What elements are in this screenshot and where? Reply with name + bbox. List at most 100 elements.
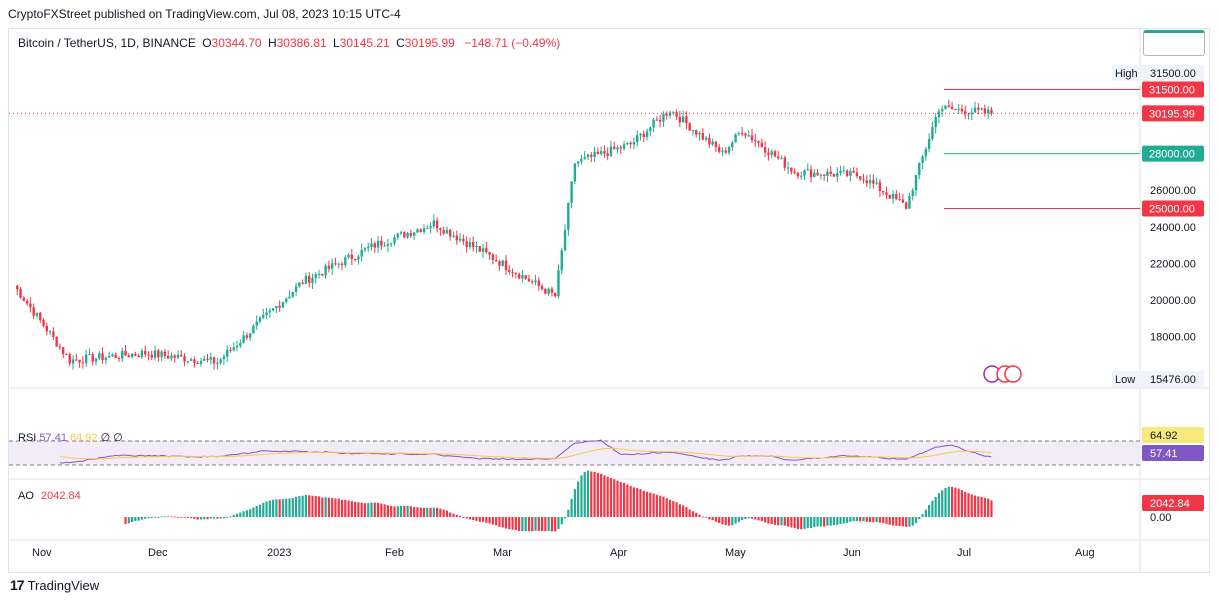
candle-body [396,233,399,238]
ao-bar [964,491,967,517]
ao-bar [885,517,888,524]
ao-bar [944,487,947,517]
ao-bar [563,517,567,519]
ao-bar [836,517,839,525]
candle-body [390,243,393,245]
ao-bar [281,499,285,517]
ao-bar [445,510,449,517]
candle-body [822,174,826,177]
ao-bar [675,502,678,517]
ao-bar [947,486,950,517]
candle-body [567,203,570,230]
candle-body [649,127,652,132]
candle-body [727,147,731,153]
candle-body [560,250,563,271]
ao-bar [432,507,435,517]
symbol-title[interactable]: Bitcoin / TetherUS, 1D, BINANCE [18,36,196,50]
candle-body [498,261,501,266]
candle-body [878,182,882,191]
ao-bar [590,471,593,517]
tradingview-logo-icon[interactable]: 17 [10,577,25,593]
candle-body [373,243,376,248]
level-tag-label: 31500.00 [1149,85,1195,97]
ao-bar [616,480,619,517]
candle-body [19,289,22,298]
candle-body [845,170,849,176]
candle-body [140,350,144,357]
candle-body [314,274,317,278]
candle-body [770,151,773,155]
ao-bar [344,499,347,517]
ao-bar [711,517,714,521]
candle-body [150,354,153,358]
time-axis-label: May [725,547,746,559]
candle-body [839,170,842,174]
candle-body [586,154,590,157]
ao-bar [491,517,494,525]
candle-body [695,129,698,135]
candle-body [786,167,790,169]
ao-bar [790,517,793,528]
ao-bar [862,517,865,522]
ao-bar [196,517,199,520]
candle-body [734,134,737,143]
green-toolbar-box[interactable] [1143,30,1205,56]
candle-body [107,356,111,358]
ao-bar [596,472,599,517]
candle-body [501,260,504,266]
ao-bar [334,498,337,517]
candle-body [94,358,98,362]
candle-body [773,151,777,157]
footer-brand[interactable]: TradingView [27,577,100,593]
candle-body [42,319,45,326]
ao-bar [180,517,183,518]
ao-bar [570,498,573,517]
ao-bar [832,517,836,526]
ao-bar [649,492,652,517]
candle-body [157,350,160,358]
candle-body [58,346,62,348]
candle-body [859,176,862,180]
candle-body [652,119,655,128]
candle-body [52,331,55,337]
price-tick-label: 20000.00 [1150,295,1196,307]
ao-bar [209,517,212,519]
ao-bar [137,517,140,521]
ao-bar [780,517,783,526]
candle-body [842,170,846,172]
low-label: L [333,36,340,50]
ao-bar [229,516,232,518]
candle-body [514,272,518,274]
candle-body [160,351,163,358]
candle-body [468,242,472,247]
candle-body [196,363,199,365]
ao-bar [380,503,383,517]
candle-body [927,139,931,149]
change-value: −148.71 (−0.49%) [464,36,561,50]
candle-body [180,354,183,357]
ao-bar [882,517,885,523]
ao-bar [816,517,819,527]
candle-body [685,116,688,124]
ao-bar [337,498,340,517]
candle-body [376,240,380,248]
rsi-ma-value: 64.92 [70,432,98,444]
candle-body [65,353,68,355]
candle-body [655,119,659,121]
candle-body [416,229,419,233]
ao-bar [626,484,629,517]
ao-bar [285,498,288,517]
ao-bar [770,517,773,525]
ao-bar [941,490,944,517]
ao-bar [632,487,636,517]
footer: 17 TradingView [10,577,99,593]
ao-bar [796,517,800,530]
us-flag-icon-2[interactable] [1004,365,1022,383]
candle-body [642,133,645,137]
candle-body [255,321,258,326]
ao-bar [426,507,429,517]
ao-bar [258,504,262,517]
ao-bar [406,505,409,517]
ao-bar [524,517,527,532]
